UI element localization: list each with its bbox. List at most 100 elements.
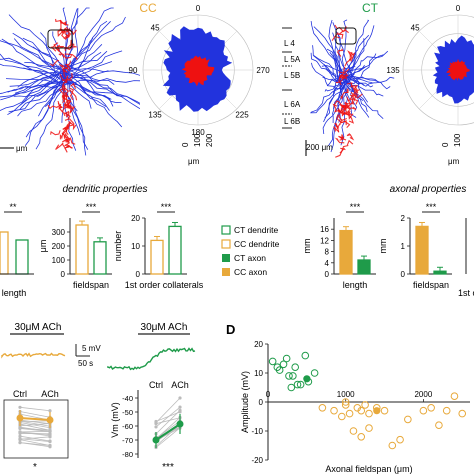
y-tick-label: -60 xyxy=(122,422,133,431)
y-tick-label: 2 xyxy=(401,214,406,223)
paired-point xyxy=(18,441,22,445)
paired-point xyxy=(178,410,182,414)
paired-line xyxy=(155,423,181,447)
scatter-point xyxy=(287,383,296,392)
scatter-point xyxy=(345,409,354,418)
scatter-point xyxy=(458,409,467,418)
ct-paired-plot: Ctrl ACh Vm (mV) *** -40 -50 -60 -70 -80 xyxy=(110,380,189,473)
paired-point xyxy=(18,430,22,434)
y-tick-label: 0 xyxy=(61,270,66,279)
y-tick-label: 20 xyxy=(131,214,140,223)
y-label: number xyxy=(113,231,123,262)
paired-point xyxy=(18,438,22,442)
y-tick-label: 0 xyxy=(259,398,264,407)
paired-point xyxy=(48,428,52,432)
y-label: Amplitude (mV) xyxy=(240,371,250,433)
y-tick-label: -20 xyxy=(251,456,263,465)
y-tick-label: 12 xyxy=(320,236,329,245)
bar xyxy=(168,225,182,275)
paired-line xyxy=(19,411,51,418)
x-label: fieldspan xyxy=(73,280,109,290)
cc-label: CC xyxy=(139,1,157,15)
y-tick-label: -40 xyxy=(122,394,133,403)
layer-labels: L 4 L 5A L 5B L 6A L 6B xyxy=(282,27,301,129)
scatter-point xyxy=(357,433,366,441)
significance: *** xyxy=(86,202,97,212)
polar-angle-label: 135 xyxy=(148,110,162,119)
scatter-point xyxy=(330,406,338,415)
scatter-point xyxy=(291,363,299,372)
cc-paired-plot: Ctrl ACh * xyxy=(3,389,69,473)
paired-line xyxy=(19,423,51,431)
polar-angle-label: 90 xyxy=(129,66,138,75)
bar xyxy=(0,231,9,275)
scale-mv: 5 mV xyxy=(82,344,101,353)
significance: *** xyxy=(350,202,361,212)
ct-trace xyxy=(107,347,196,371)
legend-ct-dendrite: CT dendrite xyxy=(234,225,279,235)
polar-radius-label: 0 xyxy=(441,142,450,147)
polar-angle-label: 0 xyxy=(196,4,201,13)
paired-line xyxy=(19,420,51,423)
paired-line xyxy=(19,419,51,425)
legend-cc-axon: CC axon xyxy=(234,267,267,277)
x-label: length xyxy=(343,280,368,290)
scatter-point xyxy=(341,401,350,409)
polar-angle-label: 180 xyxy=(191,128,205,137)
paired-line xyxy=(155,411,181,422)
y-tick-label: 4 xyxy=(325,259,330,268)
polar-radius-label: 100 xyxy=(453,133,462,147)
paired-point xyxy=(48,409,52,413)
paired-point xyxy=(48,443,52,448)
scatter-point xyxy=(279,360,288,369)
paired-line xyxy=(19,428,51,432)
bar xyxy=(75,224,89,275)
layer-l6b: L 6B xyxy=(284,117,300,126)
scale-s: 50 s xyxy=(78,359,93,368)
paired-point xyxy=(154,425,158,429)
scatter-point xyxy=(380,406,389,415)
legend-ct-axon: CT axon xyxy=(234,253,266,263)
paired-point xyxy=(178,405,182,409)
dend-fieldspan-chart: 0 100 200 300 *** fieldspan μm xyxy=(38,202,112,290)
scatter-point xyxy=(357,406,366,415)
y-tick-label: 0 xyxy=(136,270,141,279)
scatter-point xyxy=(341,398,350,406)
cc-xlabel-ach: ACh xyxy=(41,389,59,399)
paired-line xyxy=(19,427,51,431)
significance: *** xyxy=(161,202,172,212)
scatter-point xyxy=(435,421,443,430)
y-tick-label: 10 xyxy=(254,369,263,378)
cc-ach-label: 30μM ACh xyxy=(15,322,62,333)
bar xyxy=(339,229,353,275)
paired-line xyxy=(19,431,51,435)
paired-point xyxy=(48,439,52,443)
significance: ** xyxy=(9,202,17,212)
y-tick-label: 1 xyxy=(401,242,406,251)
y-tick-label: -10 xyxy=(251,427,263,436)
polar-angle-label: 270 xyxy=(256,66,270,75)
x-label: fieldspan xyxy=(413,280,449,290)
y-tick-label: 16 xyxy=(320,225,329,234)
scatter-point xyxy=(338,412,346,421)
ct-neuron-reconstruction xyxy=(310,19,395,158)
cc-neuron-reconstruction xyxy=(0,7,140,156)
paired-point xyxy=(18,434,22,438)
panel-d-label: D xyxy=(226,322,235,337)
scatter-mean xyxy=(373,407,381,415)
paired-point xyxy=(48,435,52,439)
scatter-point xyxy=(296,380,305,389)
axon-blob xyxy=(446,58,470,81)
scatter-point xyxy=(427,404,435,412)
bar xyxy=(93,241,107,275)
layer-l5b: L 5B xyxy=(284,71,300,80)
polar-angle-label: 45 xyxy=(411,23,420,32)
polar-radius-label: 100 xyxy=(193,133,202,147)
ct-scale-label: 200 μm xyxy=(306,143,333,152)
x-label-clipped: 1st o xyxy=(458,288,474,298)
bar xyxy=(433,270,447,275)
ct-ach-label: 30μM ACh xyxy=(141,322,188,333)
scatter-point xyxy=(450,392,459,401)
y-tick-label: 200 xyxy=(52,242,66,251)
